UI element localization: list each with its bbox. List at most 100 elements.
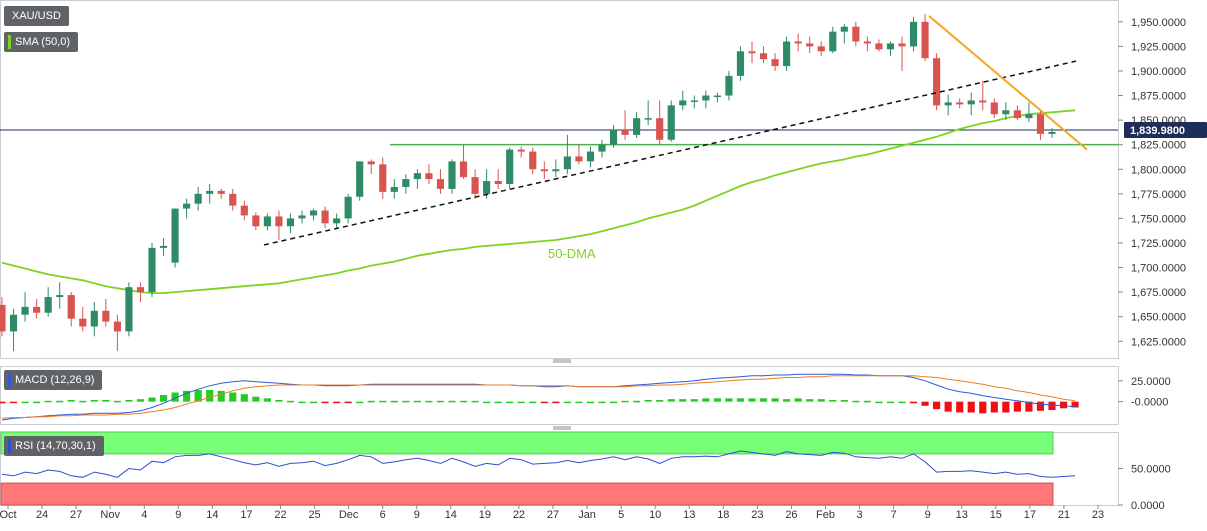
candle-body <box>183 203 191 209</box>
candle-body <box>817 46 825 52</box>
macd-histogram-bar <box>79 400 87 403</box>
symbol-label[interactable]: XAU/USD <box>4 6 69 26</box>
macd-histogram-bar <box>159 395 168 402</box>
macd-histogram-bar <box>702 398 710 402</box>
candle-body <box>425 173 433 180</box>
macd-histogram-bar <box>517 401 525 404</box>
candle-body <box>1036 114 1045 134</box>
macd-histogram-bar <box>725 398 733 402</box>
candle-body <box>667 105 675 140</box>
y-tick-label: 1,700.0000 <box>1131 263 1186 275</box>
rsi-panel <box>0 431 1076 506</box>
x-tick-label: 10 <box>649 509 661 521</box>
candle-body <box>321 210 329 224</box>
y-tick-label: 1,925.0000 <box>1131 41 1186 53</box>
candle-body <box>863 41 871 44</box>
macd-histogram-bar <box>56 400 64 403</box>
x-tick-label: 19 <box>479 509 491 521</box>
candle-body <box>748 51 756 54</box>
candle-body <box>506 149 514 184</box>
axes-layer: 1,950.0000 1,925.0000 1,900.0000 1,875.0000… <box>0 17 1186 521</box>
macd-histogram-bar <box>840 400 848 402</box>
x-tick-label: Dec <box>339 509 359 521</box>
x-tick-label: 14 <box>445 509 457 521</box>
macd-histogram-bar <box>33 401 41 404</box>
sma-50-line <box>1 109 1076 294</box>
candle-body <box>979 100 987 103</box>
candle-body <box>286 218 295 227</box>
macd-histogram-bar <box>459 400 468 403</box>
candle-body <box>402 179 410 187</box>
candle-body <box>194 193 202 204</box>
candle-body <box>852 26 860 42</box>
y-tick-label: 1,775.0000 <box>1131 189 1186 201</box>
sma-legend[interactable]: SMA (50,0) <box>4 32 79 52</box>
candle-body <box>309 210 318 216</box>
macd-histogram-bar <box>1013 401 1021 412</box>
candle-body <box>33 306 41 313</box>
macd-legend[interactable]: MACD (12,26,9) <box>4 370 103 390</box>
x-tick-label: Feb <box>816 509 835 521</box>
macd-histogram-bar <box>183 390 191 402</box>
candle-body <box>90 310 98 327</box>
candle-body <box>333 218 341 224</box>
macd-histogram-bar <box>321 401 329 404</box>
candle-body <box>990 102 998 115</box>
candle-body <box>448 161 456 189</box>
rsi-legend[interactable]: RSI (14,70,30,1) <box>4 436 104 456</box>
macd-histogram-bar <box>667 399 675 402</box>
macd-histogram-bar <box>783 399 791 402</box>
macd-histogram-bar <box>529 401 537 404</box>
rsi-swatch <box>8 439 11 453</box>
macd-histogram-bar <box>413 400 421 403</box>
macd-histogram-bar <box>494 401 502 404</box>
macd-histogram-bar <box>806 399 814 402</box>
macd-histogram-bar <box>425 400 433 403</box>
macd-histogram-bar <box>67 400 75 402</box>
macd-histogram-bar <box>471 400 479 403</box>
x-tick-label: 6 <box>380 509 386 521</box>
x-tick-label: 18 <box>717 509 729 521</box>
candle-body <box>933 58 941 106</box>
macd-histogram-bar <box>933 401 941 410</box>
x-tick-label: 9 <box>414 509 420 521</box>
macd-histogram-bar <box>794 398 802 402</box>
candle-body <box>713 95 721 98</box>
x-tick-label: Jan <box>578 509 596 521</box>
candle-body <box>367 161 375 165</box>
candle-body <box>598 144 606 152</box>
x-tick-label: 23 <box>751 509 763 521</box>
candle-body <box>275 216 283 227</box>
y-tick-label: 1,825.0000 <box>1131 140 1186 152</box>
macd-histogram-bar <box>90 400 98 402</box>
candle-body <box>471 177 479 194</box>
candle-body <box>783 41 791 67</box>
candle-body <box>609 129 618 145</box>
x-tick-label: 7 <box>891 509 897 521</box>
x-tick-label: 27 <box>70 509 82 521</box>
macd-histogram-bar <box>875 401 883 404</box>
candle-body <box>725 75 733 96</box>
y-tick-label: 1,950.0000 <box>1131 17 1186 29</box>
candle-body <box>79 318 87 327</box>
macd-histogram-bar <box>506 401 514 404</box>
candle-body <box>171 208 179 263</box>
candle-body <box>136 287 145 293</box>
macd-histogram-bar <box>286 400 295 403</box>
x-tick-label: 23 <box>1092 509 1104 521</box>
sma-annotation: 50-DMA <box>548 246 596 261</box>
macd-histogram-bar <box>898 401 906 404</box>
candle-body <box>252 215 260 227</box>
x-tick-label: 13 <box>683 509 695 521</box>
y-tick-label: 1,650.0000 <box>1131 312 1186 324</box>
macd-histogram-bar <box>979 401 987 414</box>
candle-body <box>921 21 929 59</box>
candle-body <box>840 26 848 32</box>
macd-histogram-bar <box>9 401 18 404</box>
candle-body <box>644 118 652 120</box>
sma-legend-label: SMA (50,0) <box>15 36 71 48</box>
macd-histogram-bar <box>886 401 895 404</box>
macd-histogram-bar <box>263 398 271 402</box>
candle-body <box>148 247 156 293</box>
